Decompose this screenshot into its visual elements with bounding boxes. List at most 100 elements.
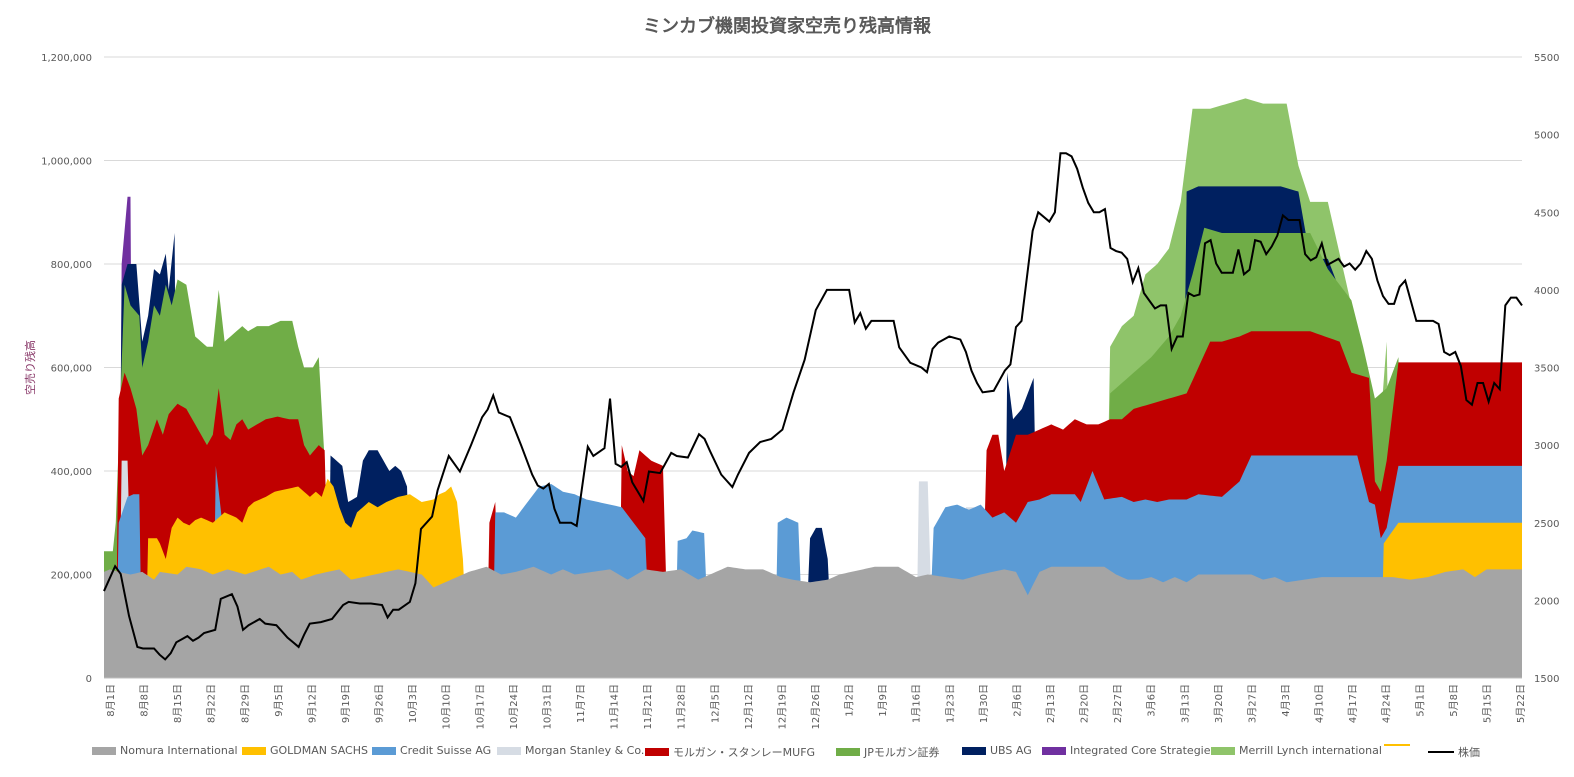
y2-tick-label: 3500 — [1534, 364, 1559, 375]
legend-label: JPモルガン証券 — [864, 746, 940, 759]
legend-swatch — [1042, 746, 1066, 755]
legend-swatch — [1211, 746, 1235, 755]
legend-item: Morgan Stanley & Co. — [497, 744, 644, 757]
legend-item: Nomura International — [92, 744, 238, 757]
x-tick-label: 4月10日 — [1314, 684, 1326, 723]
y2-tick-label: 1500 — [1534, 674, 1559, 685]
x-tick-label: 12月12日 — [743, 684, 755, 729]
x-tick-label: 10月3日 — [407, 684, 419, 723]
x-tick-label: 9月26日 — [374, 684, 386, 723]
legend-swatch — [497, 746, 521, 755]
legend-label: Merrill Lynch international — [1239, 744, 1382, 757]
y2-tick-label: 5000 — [1534, 131, 1559, 142]
legend-swatch — [242, 746, 266, 755]
area-nomura — [104, 566, 1522, 678]
legend-swatch — [92, 746, 116, 755]
x-tick-label: 5月15日 — [1481, 684, 1493, 723]
legend-swatch — [1428, 751, 1454, 753]
x-tick-label: 10月17日 — [474, 684, 486, 729]
legend-label: UBS AG — [990, 744, 1032, 757]
legend-swatch — [962, 746, 986, 755]
x-tick-label: 5月8日 — [1448, 684, 1460, 717]
x-tick-label: 10月31日 — [541, 684, 553, 729]
x-tick-label: 11月21日 — [642, 684, 654, 729]
x-tick-label: 11月14日 — [609, 684, 621, 729]
x-tick-label: 1月2日 — [844, 684, 856, 717]
legend-label: 株価 — [1458, 746, 1480, 759]
x-tick-label: 1月16日 — [911, 684, 923, 723]
x-tick-label: 2月20日 — [1079, 684, 1091, 723]
y2-tick-label: 5500 — [1534, 53, 1559, 64]
x-tick-label: 12月5日 — [709, 684, 721, 723]
y-tick-label: 200,000 — [51, 571, 92, 582]
stacked-areas — [104, 98, 1522, 679]
legend-swatch — [372, 746, 396, 755]
x-tick-label: 8月29日 — [239, 684, 251, 723]
x-tick-label: 8月1日 — [105, 684, 117, 717]
x-tick-label: 5月1日 — [1414, 684, 1426, 717]
y-tick-label: 800,000 — [51, 260, 92, 271]
x-tick-label: 8月15日 — [172, 684, 184, 723]
x-tick-label: 10月10日 — [441, 684, 453, 729]
legend-swatch — [836, 748, 860, 756]
y2-tick-label: 3000 — [1534, 441, 1559, 452]
axes: 0 200,000 400,000 600,000 800,000 1,000,000 1,… — [23, 53, 1559, 729]
price-line — [103, 152, 1523, 661]
legend-label: Integrated Core Strategies — [1070, 744, 1217, 757]
y2-tick-label: 4000 — [1534, 286, 1559, 297]
legend-label: Morgan Stanley & Co. — [525, 744, 645, 757]
legend-item: Merrill Lynch international — [1211, 744, 1382, 757]
x-tick-label: 9月19日 — [340, 684, 352, 723]
x-tick-label: 3月13日 — [1179, 684, 1191, 723]
x-tick-label: 1月30日 — [978, 684, 990, 723]
x-tick-label: 4月24日 — [1381, 684, 1393, 723]
x-tick-label: 8月8日 — [139, 684, 151, 717]
legend-item: UBS AG — [962, 744, 1032, 757]
x-tick-label: 12月26日 — [810, 684, 822, 729]
x-tick-label: 11月7日 — [575, 684, 587, 723]
x-tick-label: 3月6日 — [1146, 684, 1158, 717]
y-tick-label: 400,000 — [51, 467, 92, 478]
x-tick-label: 3月27日 — [1246, 684, 1258, 723]
x-tick-label: 5月22日 — [1515, 684, 1527, 723]
x-tick-label: 9月12日 — [306, 684, 318, 723]
x-tick-label: 2月6日 — [1011, 684, 1023, 717]
x-tick-label: 10月24日 — [508, 684, 520, 729]
x-tick-label: 2月13日 — [1045, 684, 1057, 723]
legend-label: Nomura International — [120, 744, 238, 757]
x-tick-label: 11月28日 — [676, 684, 688, 729]
x-tick-label: 9月5日 — [273, 684, 285, 717]
x-tick-label: 2月27日 — [1112, 684, 1124, 723]
x-tick-label: 4月17日 — [1347, 684, 1359, 723]
legend-item: GOLDMAN SACHS — [242, 744, 368, 757]
legend-swatch — [645, 748, 669, 756]
legend: Nomura International GOLDMAN SACHS Credit … — [0, 744, 1574, 764]
x-tick-label: 1月23日 — [944, 684, 956, 723]
y-tick-label: 0 — [86, 674, 92, 685]
legend-label: GOLDMAN SACHS — [270, 744, 368, 757]
legend-item: Integrated Core Strategies — [1042, 744, 1216, 757]
y2-tick-label: 4500 — [1534, 208, 1559, 219]
x-tick-label: 1月9日 — [877, 684, 889, 717]
x-tick-label: 3月20日 — [1213, 684, 1225, 723]
y2-tick-label: 2500 — [1534, 519, 1559, 530]
x-tick-label: 12月19日 — [776, 684, 788, 729]
legend-swatch — [1384, 744, 1410, 746]
price-series-line — [103, 152, 1523, 661]
chart-title: ミンカブ機関投資家空売り残高情報 — [643, 16, 931, 37]
y-tick-label: 1,200,000 — [41, 53, 92, 64]
y-axis-label: 空売り残高 — [23, 340, 37, 395]
x-tick-label: 8月22日 — [206, 684, 218, 723]
legend-label: モルガン・スタンレーMUFG — [673, 746, 816, 759]
y-tick-label: 1,000,000 — [41, 157, 92, 168]
legend-item: 株価 — [1428, 744, 1480, 760]
y2-tick-label: 2000 — [1534, 596, 1559, 607]
legend-item — [1384, 744, 1414, 746]
legend-label: Credit Suisse AG — [400, 744, 492, 757]
y-tick-label: 600,000 — [51, 364, 92, 375]
x-tick-label: 4月3日 — [1280, 684, 1292, 717]
legend-item: Credit Suisse AG — [372, 744, 491, 757]
legend-item: モルガン・スタンレーMUFG — [645, 744, 815, 760]
legend-item: JPモルガン証券 — [836, 744, 940, 760]
